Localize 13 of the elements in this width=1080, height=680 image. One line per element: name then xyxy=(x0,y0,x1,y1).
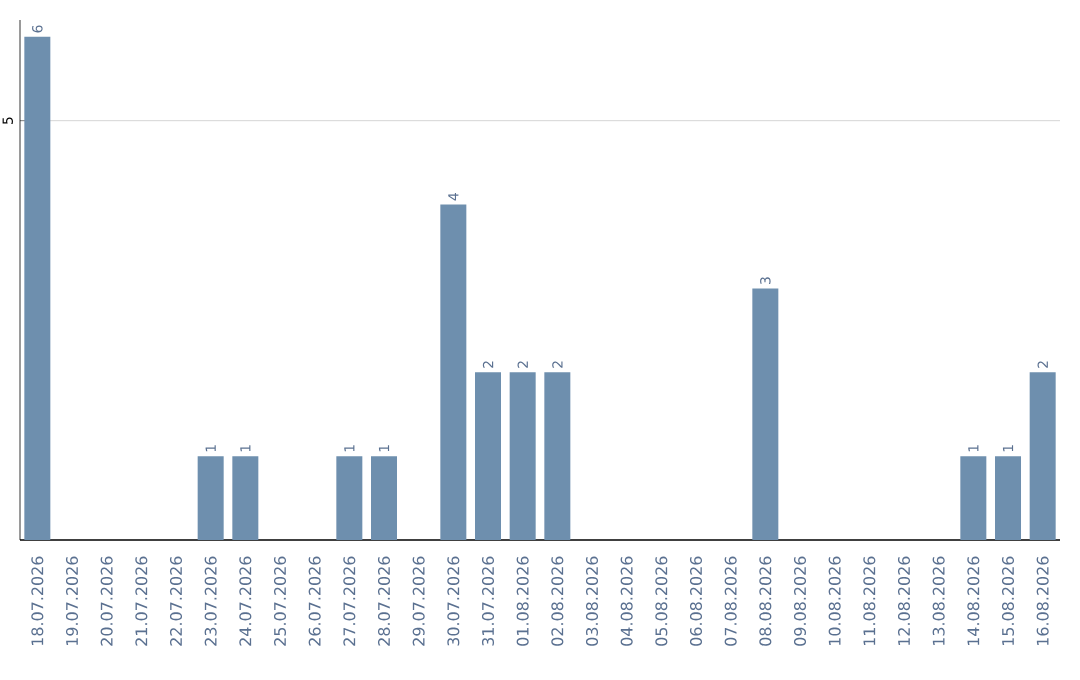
bar xyxy=(440,204,467,540)
bar xyxy=(336,456,363,540)
bar xyxy=(544,372,571,540)
bar xyxy=(475,372,501,540)
bar xyxy=(197,456,224,540)
bar xyxy=(752,288,779,540)
bar xyxy=(995,456,1022,540)
bar xyxy=(1029,372,1056,540)
bar xyxy=(960,456,987,540)
bar xyxy=(509,372,536,540)
bar xyxy=(24,36,51,540)
bar xyxy=(371,456,397,540)
bar xyxy=(232,456,259,540)
